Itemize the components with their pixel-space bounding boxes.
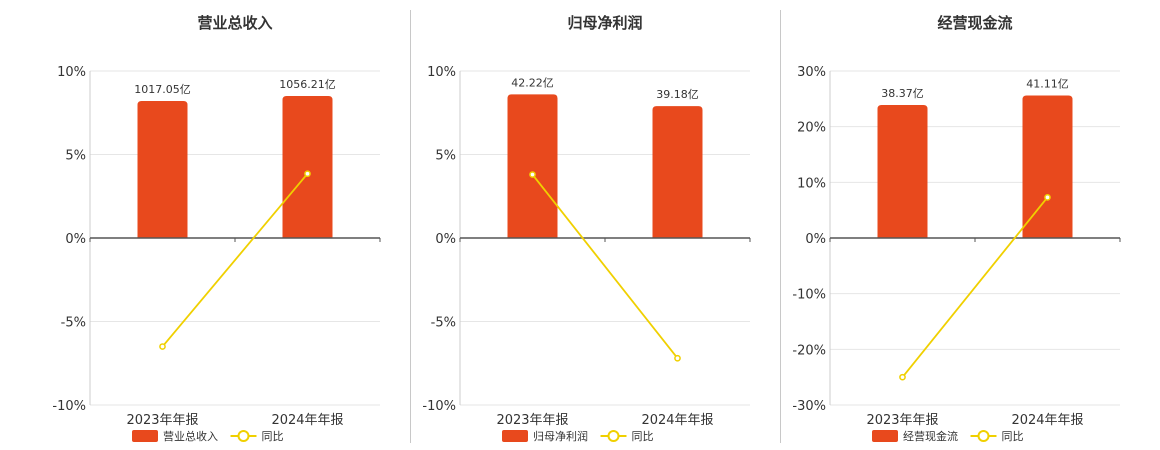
chart-svg-revenue: 营业总收入 -10% -5% 0% 5% 10% 1017.05亿 1056.21亿 2023年… [52, 14, 381, 443]
y-tick-label: 0% [805, 232, 826, 247]
legend-label-bar: 经营现金流 [903, 429, 958, 443]
bar-2 [1022, 95, 1073, 238]
legend-swatch-bar [502, 430, 528, 442]
chart-panel-revenue: 营业总收入 -10% -5% 0% 5% 10% 1017.05亿 1056.21亿 2023年… [40, 0, 410, 450]
yoy-point-2 [304, 170, 311, 178]
yoy-point-1 [529, 171, 536, 178]
chart-panel-cash-flow: 经营现金流 -30% -20% -10% 0% 10% 20% 30% 38.37亿 41.11亿… [780, 0, 1150, 450]
chart-svg-net-profit: 归母净利润 -10% -5% 0% 5% 10% 42.22亿 39.18亿 2023年年报 20… [422, 14, 751, 443]
x-category-label: 2024年年报 [641, 413, 713, 428]
bar-data-label: 39.18亿 [656, 88, 699, 101]
legend-swatch-marker [237, 430, 250, 442]
y-tick-label: 10% [427, 65, 456, 80]
bar-data-label: 1056.21亿 [279, 78, 336, 91]
y-tick-label: 0% [435, 232, 456, 247]
y-tick-label: -10% [52, 399, 86, 414]
bar-1 [137, 101, 188, 238]
chart-title: 营业总收入 [197, 14, 272, 32]
x-category-label: 2023年年报 [866, 413, 938, 428]
y-tick-label: 20% [797, 121, 826, 136]
chart-title: 归母净利润 [567, 14, 642, 32]
y-tick-label: -30% [792, 399, 826, 414]
y-tick-label: -20% [792, 343, 826, 358]
bar-data-label: 1017.05亿 [134, 83, 191, 96]
yoy-point-2 [1044, 194, 1051, 201]
y-tick-label: 30% [797, 65, 826, 80]
legend-swatch-marker [607, 430, 620, 442]
chart-svg-cash-flow: 经营现金流 -30% -20% -10% 0% 10% 20% 30% 38.37亿 41.11亿… [792, 14, 1121, 443]
legend-label-line: 同比 [1002, 430, 1024, 443]
y-tick-label: 5% [435, 149, 456, 164]
y-tick-label: 10% [797, 176, 826, 191]
panel-divider [780, 10, 781, 443]
y-tick-label: 5% [65, 149, 86, 164]
legend-label-bar: 营业总收入 [163, 429, 218, 443]
legend-label-bar: 归母净利润 [533, 429, 588, 443]
y-tick-label: 10% [57, 65, 86, 80]
bar-1 [877, 104, 928, 238]
yoy-line [161, 173, 309, 348]
yoy-point-1 [159, 343, 166, 350]
legend-label-line: 同比 [632, 430, 654, 443]
y-tick-label: -10% [422, 399, 456, 414]
y-tick-label: -5% [61, 316, 86, 331]
x-category-label: 2024年年报 [271, 413, 343, 428]
legend-label-line: 同比 [262, 430, 284, 443]
bar-2 [282, 96, 333, 238]
y-tick-label: -5% [431, 316, 456, 331]
panel-divider [410, 10, 411, 443]
yoy-point-1 [899, 373, 906, 381]
x-category-label: 2024年年报 [1011, 413, 1083, 428]
x-category-label: 2023年年报 [126, 413, 198, 428]
legend-swatch-marker [977, 430, 990, 442]
yoy-line [531, 173, 679, 359]
bar-2 [652, 106, 703, 238]
chart-panel-net-profit: 归母净利润 -10% -5% 0% 5% 10% 42.22亿 39.18亿 2023年年报 20… [410, 0, 780, 450]
chart-title: 经营现金流 [937, 14, 1012, 32]
yoy-point-2 [674, 354, 681, 362]
y-tick-label: -10% [792, 288, 826, 303]
x-category-label: 2023年年报 [496, 413, 568, 428]
yoy-line [901, 196, 1049, 378]
bar-data-label: 38.37亿 [881, 87, 924, 100]
bar-data-label: 41.11亿 [1026, 77, 1069, 90]
bar-data-label: 42.22亿 [511, 76, 554, 89]
bar-1 [507, 94, 558, 238]
legend-swatch-bar [872, 430, 898, 442]
legend-swatch-bar [132, 430, 158, 442]
y-tick-label: 0% [65, 232, 86, 247]
